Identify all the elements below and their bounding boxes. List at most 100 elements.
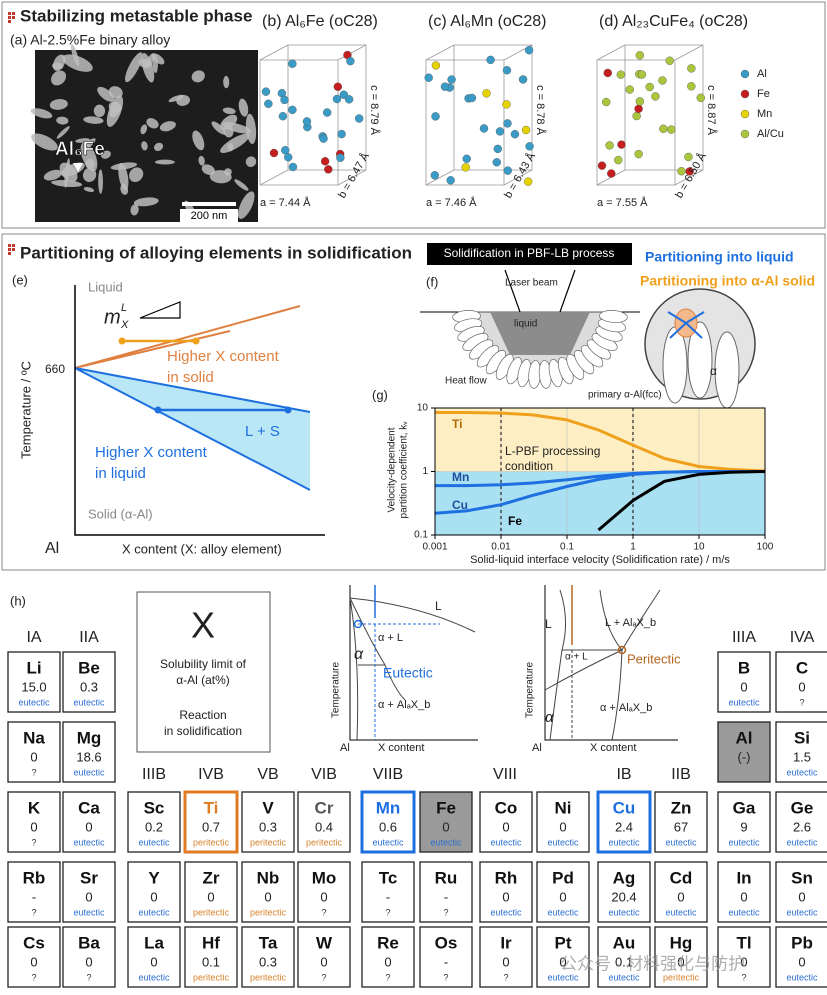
atom bbox=[278, 112, 288, 121]
element-cell bbox=[127, 926, 181, 988]
reaction: eutectic bbox=[786, 837, 818, 847]
element-cell bbox=[297, 791, 351, 853]
element-symbol: In bbox=[736, 868, 751, 887]
element-cell bbox=[775, 926, 827, 988]
solubility: 0 bbox=[740, 679, 747, 694]
slope-triangle bbox=[139, 301, 181, 319]
group-label: VIB bbox=[311, 766, 337, 783]
element-cell bbox=[62, 861, 116, 923]
element-symbol: Ca bbox=[78, 798, 100, 817]
element-symbol: Na bbox=[23, 728, 45, 747]
label: α bbox=[545, 709, 554, 726]
atom bbox=[687, 64, 696, 73]
element-symbol: Ir bbox=[500, 933, 512, 952]
group-label: IB bbox=[616, 766, 631, 783]
liquid-region bbox=[490, 312, 590, 355]
reaction: eutectic bbox=[728, 907, 760, 917]
section-title: Partitioning of alloying elements in sol… bbox=[20, 243, 412, 262]
solubility: 0 bbox=[502, 819, 509, 834]
dot bbox=[154, 406, 162, 414]
element-cell bbox=[536, 791, 590, 853]
atom bbox=[319, 134, 328, 143]
note: Partitioning into α-Al solid bbox=[640, 273, 815, 289]
label: Laser beam bbox=[505, 278, 558, 289]
precipitate bbox=[211, 121, 226, 135]
liquidus bbox=[74, 305, 301, 369]
group-label: IA bbox=[26, 629, 41, 646]
series-line bbox=[434, 470, 765, 515]
precipitate bbox=[201, 164, 215, 175]
atom bbox=[354, 114, 364, 123]
title-marker bbox=[8, 12, 15, 255]
element-cell bbox=[775, 721, 827, 783]
precipitate bbox=[120, 184, 129, 195]
element-symbol: Ti bbox=[204, 798, 219, 817]
reaction: ? bbox=[741, 972, 746, 982]
panel-label: (e) bbox=[12, 272, 28, 287]
solubility: 67 bbox=[674, 819, 688, 834]
precipitate bbox=[49, 99, 68, 110]
element-cell bbox=[419, 926, 473, 988]
precipitate bbox=[101, 150, 111, 159]
dendrite bbox=[687, 321, 713, 399]
atom bbox=[617, 140, 626, 149]
precipitate bbox=[141, 141, 148, 151]
precipitate bbox=[245, 156, 257, 168]
element-symbol: Ag bbox=[613, 868, 636, 887]
solubility: 0.2 bbox=[145, 819, 163, 834]
element-cell bbox=[62, 926, 116, 988]
atom bbox=[524, 45, 534, 55]
precipitate bbox=[70, 43, 80, 67]
solubility: 0 bbox=[502, 889, 509, 904]
reaction: eutectic bbox=[786, 907, 818, 917]
element-symbol: Cd bbox=[670, 868, 693, 887]
solubility: 0 bbox=[798, 889, 805, 904]
atom bbox=[486, 55, 495, 65]
solubility: 0.3 bbox=[80, 679, 98, 694]
element-cell bbox=[7, 926, 61, 988]
precipitate bbox=[125, 52, 143, 83]
solubility: 0 bbox=[30, 749, 37, 764]
solubility: 0 bbox=[677, 954, 684, 969]
element-symbol: Ni bbox=[555, 798, 572, 817]
element-cell bbox=[717, 861, 771, 923]
atom bbox=[687, 82, 696, 91]
cell-edge bbox=[259, 44, 367, 186]
label: primary α-Al(fcc) bbox=[588, 390, 662, 401]
label: 660 bbox=[45, 362, 65, 376]
solubility: 0 bbox=[320, 889, 327, 904]
atom bbox=[632, 111, 641, 121]
element-symbol: Cu bbox=[613, 798, 636, 817]
element-cell bbox=[7, 721, 61, 783]
solubility: 9 bbox=[740, 819, 747, 834]
solubility: - bbox=[32, 889, 36, 904]
atom bbox=[597, 161, 607, 170]
section-title: Stabilizing metastable phase bbox=[20, 6, 252, 25]
reaction: ? bbox=[385, 907, 390, 917]
precipitate bbox=[80, 142, 98, 172]
marker bbox=[617, 645, 627, 655]
solubility: 0 bbox=[740, 889, 747, 904]
precipitate bbox=[56, 116, 69, 125]
atom bbox=[479, 124, 489, 133]
atom bbox=[320, 157, 330, 166]
label: Temperature / ºC bbox=[18, 361, 33, 459]
series-label: Ti bbox=[452, 417, 462, 431]
reaction: ? bbox=[31, 837, 36, 847]
precipitate bbox=[153, 142, 164, 152]
element-cell bbox=[127, 861, 181, 923]
element-cell bbox=[241, 861, 295, 923]
reaction: eutectic bbox=[547, 837, 579, 847]
reaction: ? bbox=[31, 907, 36, 917]
reaction: eutectic bbox=[728, 837, 760, 847]
solubility: 0.3 bbox=[259, 954, 277, 969]
solubility: 0 bbox=[30, 954, 37, 969]
element-symbol: Mo bbox=[312, 868, 337, 887]
atom bbox=[280, 95, 289, 105]
element-symbol: Rb bbox=[23, 868, 46, 887]
reaction: eutectic bbox=[608, 972, 640, 982]
header-box bbox=[427, 243, 632, 265]
precipitate bbox=[140, 124, 148, 135]
element-symbol: Ba bbox=[78, 933, 100, 952]
label: Temperature bbox=[525, 661, 536, 718]
